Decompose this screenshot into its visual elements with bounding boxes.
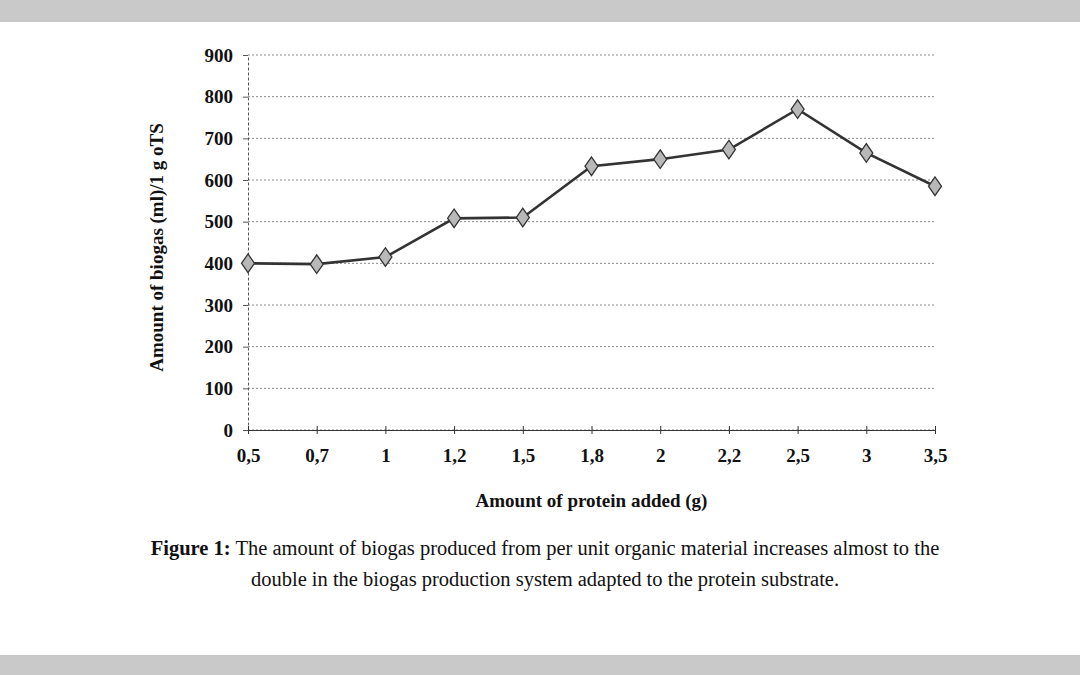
y-tick-label: 900: [205, 45, 234, 66]
data-point: [242, 254, 255, 273]
caption-label: Figure 1:: [151, 537, 231, 559]
y-tick-mark: [243, 138, 248, 139]
y-tick-label: 700: [205, 128, 234, 149]
data-point: [310, 255, 323, 274]
x-tick-label: 2,5: [786, 445, 810, 466]
caption-text: The amount of biogas produced from per u…: [235, 537, 939, 590]
x-tick: 0,5: [237, 426, 261, 466]
x-tick-mark: [935, 426, 936, 434]
y-tick: 800: [205, 86, 249, 107]
y-tick: 100: [205, 378, 249, 399]
x-tick-label: 1: [381, 445, 391, 466]
y-tick-mark: [243, 55, 248, 56]
y-tick-mark: [243, 97, 248, 98]
bottom-band: [0, 655, 1080, 675]
x-axis-title: Amount of protein added (g): [476, 490, 708, 512]
y-tick-label: 100: [205, 378, 234, 399]
y-tick: 200: [205, 336, 249, 357]
x-tick-mark: [523, 426, 524, 434]
y-tick-mark: [243, 305, 248, 306]
y-tick-mark: [243, 388, 248, 389]
y-tick-mark: [243, 180, 248, 181]
top-band: [0, 0, 1080, 22]
x-tick-mark: [866, 426, 867, 434]
y-tick-label: 400: [205, 253, 234, 274]
data-point: [654, 150, 667, 169]
grid-line: [248, 346, 935, 347]
y-tick: 700: [205, 128, 249, 149]
y-tick: 900: [205, 45, 249, 66]
grid-line: [248, 96, 935, 97]
x-tick-mark: [248, 426, 249, 434]
x-tick-mark: [729, 426, 730, 434]
data-point: [791, 100, 804, 119]
x-tick-label: 2: [656, 445, 666, 466]
x-tick-label: 1,8: [580, 445, 604, 466]
x-axis: 0,5 0,7 1 1,2 1,5 1,8 2 2,2 2,5 3 3,5: [237, 426, 948, 466]
x-tick: 1: [381, 426, 391, 466]
x-tick-label: 2,2: [718, 445, 742, 466]
plot-area: [242, 100, 942, 274]
x-tick-label: 0,5: [237, 445, 261, 466]
x-tick-label: 1,5: [511, 445, 535, 466]
chart: 0 100 200 300 400 500 600 700 800 900 0,5 0,7 1 1,2 1,…: [0, 0, 1080, 530]
x-tick-label: 1,2: [443, 445, 467, 466]
x-tick-mark: [385, 426, 386, 434]
x-tick: 1,8: [580, 426, 604, 466]
y-tick-mark: [243, 347, 248, 348]
grid-line: [248, 263, 935, 264]
caption-space: [231, 537, 236, 559]
grid-line: [248, 138, 935, 139]
x-tick: 2: [656, 426, 666, 466]
x-tick-mark: [798, 426, 799, 434]
grid-line: [248, 180, 935, 181]
x-tick-mark: [660, 426, 661, 434]
data-line: [248, 109, 935, 264]
y-tick-mark: [243, 430, 248, 431]
y-tick-label: 800: [205, 86, 234, 107]
data-point: [929, 177, 942, 196]
x-tick-mark: [317, 426, 318, 434]
y-tick: 300: [205, 295, 249, 316]
x-tick: 2,5: [786, 426, 810, 466]
data-point: [516, 208, 529, 227]
data-point: [585, 157, 598, 176]
grid-line: [248, 221, 935, 222]
x-tick-label: 3: [862, 445, 872, 466]
data-point: [379, 248, 392, 267]
x-tick: 1,5: [511, 426, 535, 466]
y-tick: 600: [205, 170, 249, 191]
y-tick-label: 200: [205, 336, 234, 357]
y-tick: 0: [224, 420, 249, 441]
y-tick-label: 300: [205, 295, 234, 316]
y-axis-line: [248, 56, 249, 431]
grid-line: [248, 388, 935, 389]
grid: [248, 55, 935, 430]
y-axis-title: Amount of biogas (ml)/1 g oTS: [146, 123, 168, 372]
grid-line: [248, 305, 935, 306]
y-tick-label: 600: [205, 170, 234, 191]
x-tick-label: 3,5: [924, 445, 948, 466]
caption: Figure 1: The amount of biogas produced …: [130, 533, 960, 595]
data-point: [722, 140, 735, 159]
x-tick-label: 0,7: [305, 445, 329, 466]
x-tick: 2,2: [718, 426, 742, 466]
x-tick-mark: [592, 426, 593, 434]
y-tick-label: 0: [224, 420, 234, 441]
y-axis: 0 100 200 300 400 500 600 700 800 900: [205, 45, 249, 441]
x-tick: 3: [862, 426, 872, 466]
x-tick: 0,7: [305, 426, 329, 466]
y-tick-label: 500: [205, 211, 234, 232]
data-point: [448, 209, 461, 228]
y-tick-mark: [243, 222, 248, 223]
y-tick: 500: [205, 211, 249, 232]
data-point: [860, 144, 873, 163]
x-tick-mark: [454, 426, 455, 434]
grid-line: [248, 55, 935, 56]
x-tick: 3,5: [924, 426, 948, 466]
x-tick: 1,2: [443, 426, 467, 466]
